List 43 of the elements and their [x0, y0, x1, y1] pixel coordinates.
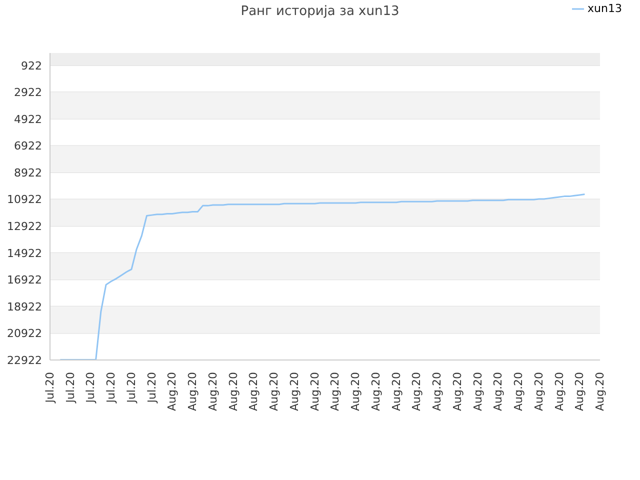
y-tick-label: 2922 — [14, 86, 42, 100]
x-tick-label: Aug.20 — [552, 372, 566, 411]
x-tick-label: Aug.20 — [450, 372, 464, 411]
x-tick-label: Aug.20 — [288, 372, 301, 411]
x-tick-label: Aug.20 — [594, 372, 606, 411]
x-tick-label: Aug.20 — [349, 372, 362, 411]
y-tick-label: 4922 — [14, 112, 42, 126]
x-tick-label: Aug.20 — [268, 372, 281, 411]
x-tick-label: Aug.20 — [369, 372, 382, 411]
y-tick-label: 6922 — [14, 140, 42, 153]
x-tick-label: Jul.20 — [145, 372, 158, 404]
y-tick-label: 20922 — [7, 327, 42, 340]
x-tick-label: Aug.20 — [532, 372, 546, 411]
y-tick-label: 22922 — [7, 354, 42, 367]
y-tick-label: 8922 — [14, 166, 42, 180]
x-tick-label: Aug.20 — [471, 372, 484, 411]
x-tick-label: Aug.20 — [573, 372, 586, 411]
y-tick-label: 16922 — [7, 274, 42, 287]
y-tick-label: 12922 — [7, 220, 42, 233]
line-series — [59, 194, 586, 360]
x-tick-label: Aug.20 — [328, 372, 342, 411]
y-tick-label: 18922 — [7, 300, 42, 314]
x-tick-label: Aug.20 — [390, 372, 403, 411]
x-tick-label: Jul.20 — [44, 372, 56, 404]
x-tick-label: Jul.20 — [104, 372, 118, 404]
x-tick-label: Aug.20 — [226, 372, 240, 411]
x-tick-label: Aug.20 — [430, 372, 444, 411]
x-tick-label: Jul.20 — [84, 372, 98, 404]
x-tick-label: Jul.20 — [124, 372, 138, 404]
x-tick-label: Aug.20 — [410, 372, 424, 411]
x-tick-label: Aug.20 — [308, 372, 322, 411]
chart-title: Ранг историја за xun13 — [240, 4, 400, 19]
x-tick-label: Aug.20 — [186, 372, 200, 411]
x-tick-label: Aug.20 — [512, 372, 526, 411]
legend-label: xun13 — [588, 2, 622, 15]
x-tick-label: Aug.20 — [206, 372, 220, 411]
x-tick-label: Aug.20 — [247, 372, 260, 411]
x-tick-label: Aug.20 — [166, 372, 179, 411]
y-tick-label: 922 — [21, 59, 42, 72]
x-tick-label: Aug.20 — [492, 372, 505, 411]
x-tick-label: Jul.20 — [64, 372, 77, 404]
y-tick-label: 10922 — [7, 193, 42, 206]
y-tick-label: 14922 — [7, 246, 42, 260]
